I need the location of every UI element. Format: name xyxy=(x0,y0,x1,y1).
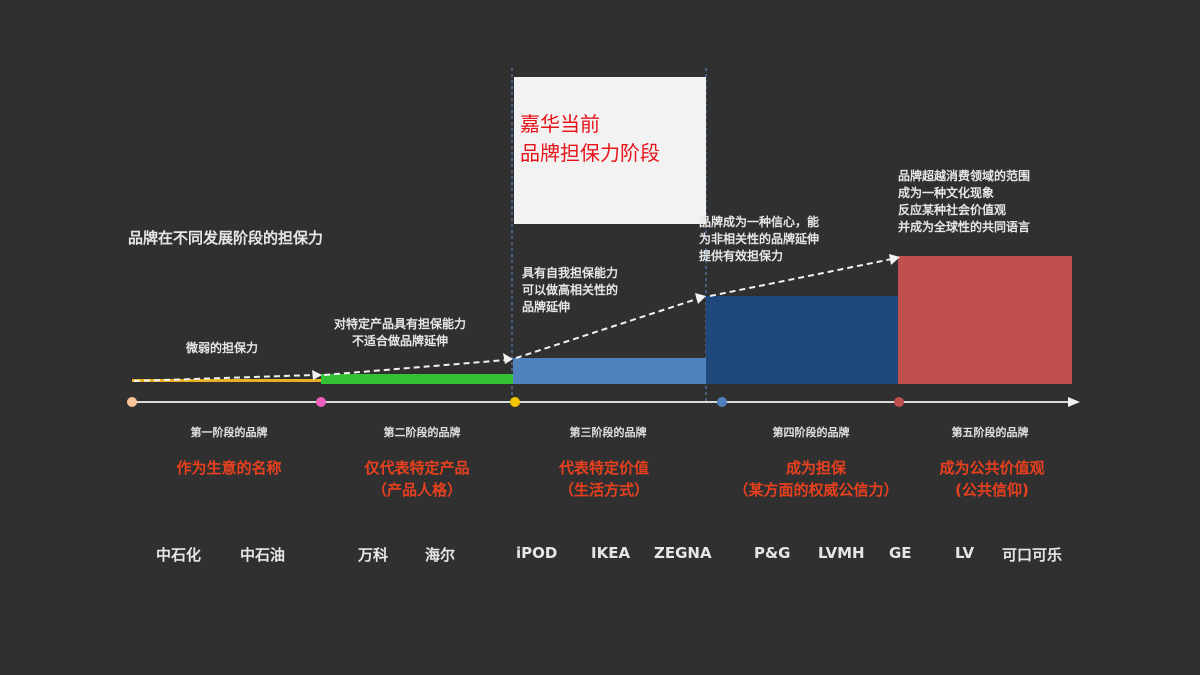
diagram-title: 品牌在不同发展阶段的担保力 xyxy=(128,229,324,247)
arrowheads xyxy=(312,254,900,380)
stage2-bar xyxy=(321,374,513,384)
stage1-label: 第一阶段的品牌 xyxy=(190,426,268,439)
brand-label: GE xyxy=(889,544,912,562)
annotation-stage1: 微弱的担保力 xyxy=(186,341,259,355)
brand-label: 海尔 xyxy=(425,546,456,564)
brand-label: 万科 xyxy=(358,546,389,564)
current-stage-text: 嘉华当前 品牌担保力阶段 xyxy=(520,112,660,165)
stage5-bar xyxy=(898,256,1072,384)
brand-label: 中石化 xyxy=(156,546,202,564)
stage4-desc: 成为担保 （某方面的权威公信力） xyxy=(733,459,899,499)
stage5-desc: 成为公共价值观 (公共信仰) xyxy=(939,459,1045,499)
stage1-dot xyxy=(127,397,137,407)
stage3-bar xyxy=(513,358,706,384)
stage4-dot xyxy=(717,397,727,407)
trend-arrows xyxy=(133,258,893,382)
brand-label: iPOD xyxy=(516,544,558,562)
annotation-stage4: 品牌成为一种信心，能 为非相关性的品牌延伸 提供有效担保力 xyxy=(699,215,820,263)
stage4-label: 第四阶段的品牌 xyxy=(772,426,850,439)
stage3-label: 第三阶段的品牌 xyxy=(569,426,647,439)
stage4-bar xyxy=(706,296,898,384)
brand-label: ZEGNA xyxy=(654,544,712,562)
brand-label: 中石油 xyxy=(240,546,286,564)
brand-label: LV xyxy=(955,544,975,562)
stage1-bar xyxy=(132,379,321,382)
stage1-desc: 作为生意的名称 xyxy=(176,459,282,477)
stage2-dot xyxy=(316,397,326,407)
brand-label: LVMH xyxy=(818,544,865,562)
stage3-desc: 代表特定价值 （生活方式） xyxy=(558,459,649,499)
brand-label: 可口可乐 xyxy=(1002,546,1063,564)
brand-label: IKEA xyxy=(591,544,631,562)
current-stage-callout: 嘉华当前 品牌担保力阶段 xyxy=(514,77,706,224)
brand-label: P&G xyxy=(754,544,791,562)
annotation-stage2: 对特定产品具有担保能力 不适合做品牌延伸 xyxy=(334,317,467,348)
annotation-stage3: 具有自我担保能力 可以做高相关性的 品牌延伸 xyxy=(522,266,619,314)
stage5-label: 第五阶段的品牌 xyxy=(951,426,1029,439)
stage3-dot xyxy=(510,397,520,407)
stage2-desc: 仅代表特定产品 （产品人格） xyxy=(364,459,470,499)
axis-arrowhead xyxy=(1068,397,1080,407)
stage5-dot xyxy=(894,397,904,407)
annotation-stage5: 品牌超越消费领域的范围 成为一种文化现象 反应某种社会价值观 并成为全球性的共同… xyxy=(898,169,1031,234)
stage2-label: 第二阶段的品牌 xyxy=(383,426,461,439)
